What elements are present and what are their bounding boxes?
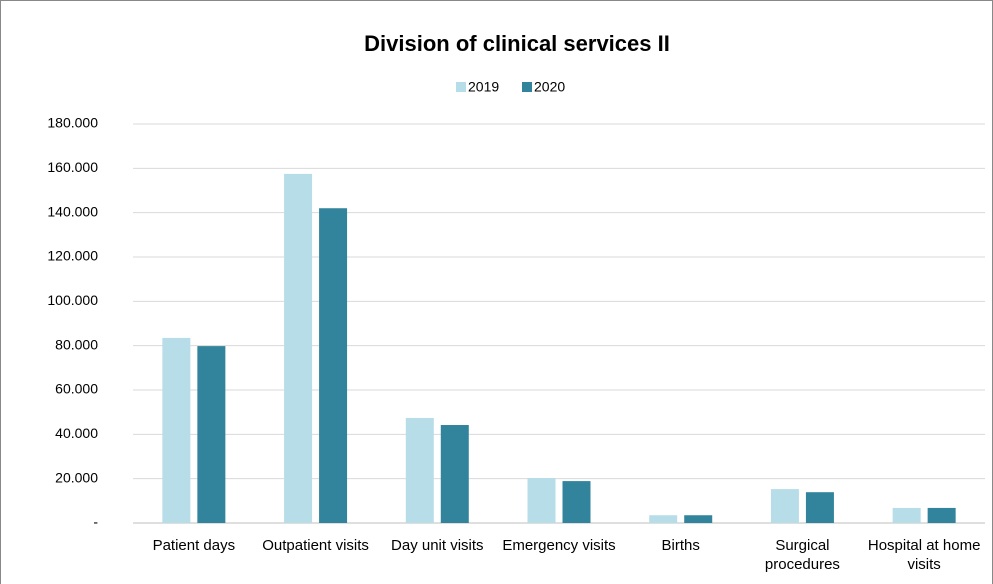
y-tick-label: 80.000 [55, 336, 98, 352]
x-tick-label: Day unit visits [391, 537, 484, 554]
x-tick-label: Patient days [152, 537, 236, 554]
bar [162, 337, 191, 523]
y-tick-label: - [93, 514, 98, 530]
bar [562, 481, 591, 523]
bar [684, 515, 713, 523]
legend-swatch [456, 82, 466, 92]
bar [284, 173, 313, 523]
x-tick-label: Outpatient visits [262, 537, 369, 554]
bar [892, 507, 921, 523]
chart-title: Division of clinical services II [364, 31, 670, 56]
x-tick-label: Emergency visits [502, 537, 616, 554]
y-tick-label: 20.000 [55, 469, 98, 485]
y-tick-label: 60.000 [55, 381, 98, 397]
bar [927, 507, 956, 523]
x-tick-label: Births [661, 537, 700, 554]
legend-label: 2019 [468, 79, 499, 95]
x-tick-label: Hospital at home visits [867, 537, 981, 573]
y-tick-label: 140.000 [47, 203, 98, 219]
y-tick-label: 100.000 [47, 292, 98, 308]
y-tick-label: 120.000 [47, 248, 98, 264]
y-tick-label: 40.000 [55, 425, 98, 441]
bar [319, 208, 348, 523]
legend-label: 2020 [534, 79, 565, 95]
bar [405, 417, 434, 523]
legend-swatch [522, 82, 532, 92]
y-tick-label: 180.000 [47, 115, 98, 131]
x-tick-label: Surgical procedures [764, 537, 840, 573]
bar [527, 478, 556, 523]
bar [440, 425, 469, 523]
y-tick-label: 160.000 [47, 159, 98, 175]
bar [770, 489, 799, 523]
bar [805, 492, 834, 523]
bar [649, 515, 678, 523]
bar [197, 346, 226, 523]
